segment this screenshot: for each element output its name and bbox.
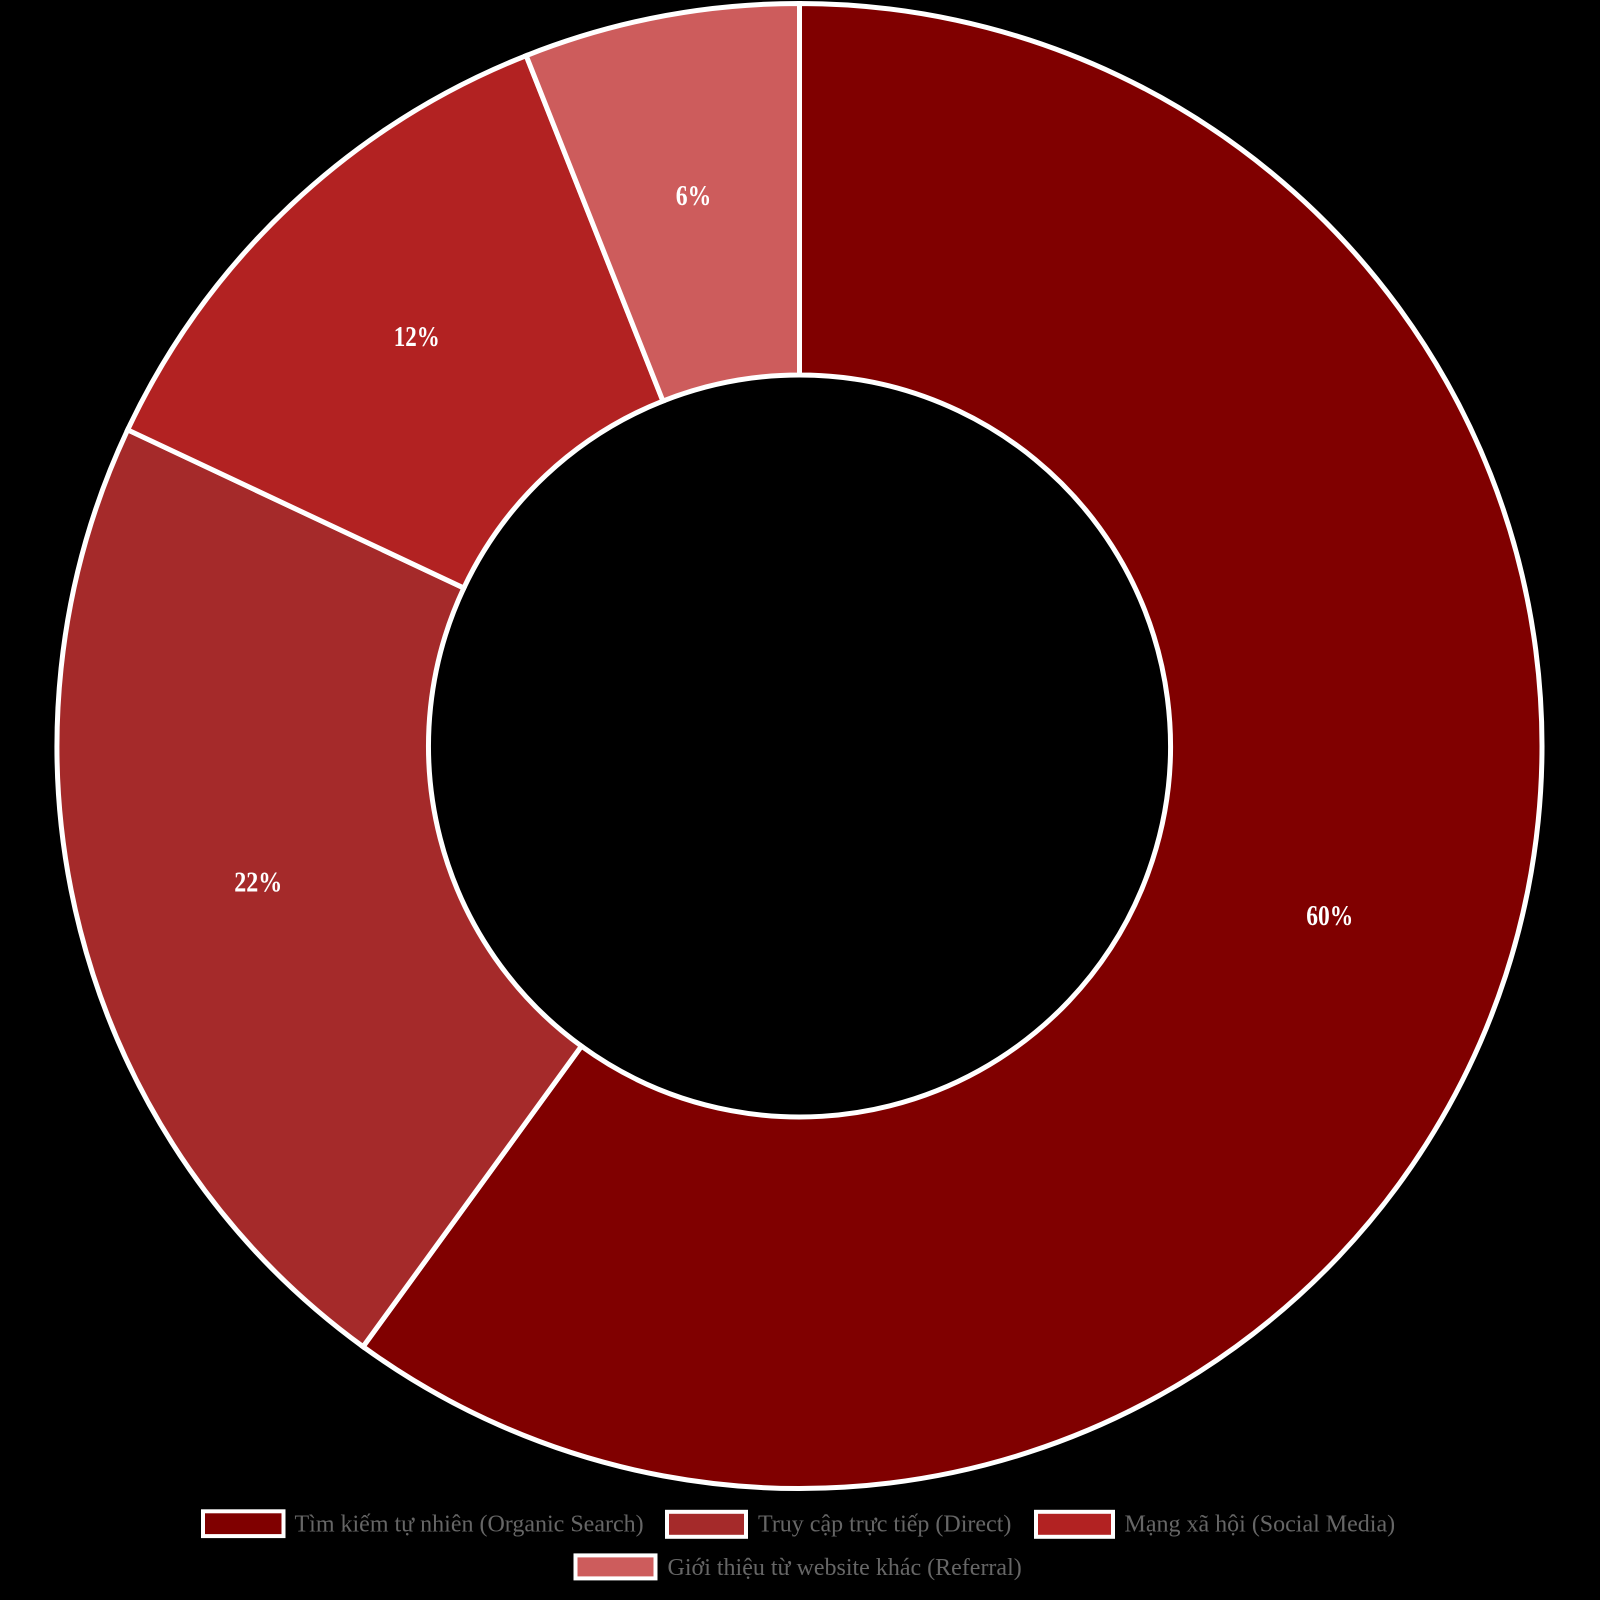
- svg-text:Truy cập trực tiếp (Direct): Truy cập trực tiếp (Direct): [758, 1512, 1011, 1538]
- svg-text:6%: 6%: [676, 181, 712, 212]
- svg-text:12%: 12%: [394, 322, 440, 353]
- svg-text:60%: 60%: [1306, 901, 1353, 932]
- svg-text:22%: 22%: [234, 868, 282, 899]
- svg-text:Mạng xã hội (Social Media): Mạng xã hội (Social Media): [1125, 1512, 1396, 1538]
- svg-text:Tìm kiếm tự nhiên (Organic Sea: Tìm kiếm tự nhiên (Organic Search): [295, 1512, 644, 1538]
- svg-text:Giới thiệu từ website khác (Re: Giới thiệu từ website khác (Referral): [668, 1555, 1022, 1581]
